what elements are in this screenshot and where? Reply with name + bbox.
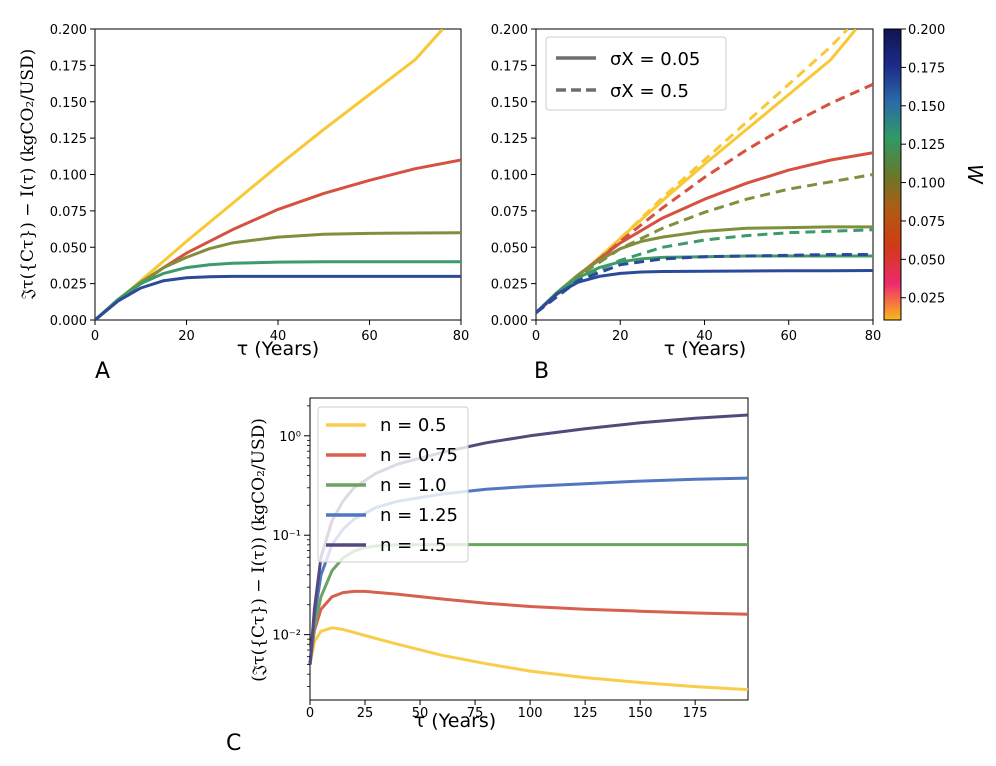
legend-label-n-1-5: n = 1.5: [380, 535, 447, 556]
panel-a-x-tick-label-0: 0: [91, 329, 99, 344]
panel-c-letter: C: [226, 731, 241, 756]
colorbar-tick-label-2: 0.075: [908, 215, 945, 230]
panel-c-x-tick-label-2: 50: [412, 706, 429, 721]
panel-c-series-n-0-5: [308, 626, 749, 692]
panel-b-y-tick-label-3: 0.075: [491, 205, 528, 220]
colorbar-tick-label-7: 0.200: [908, 23, 945, 38]
panel-b-x-tick-label-4: 80: [865, 329, 882, 344]
panel-a-x-axis-label: τ (Years): [237, 338, 319, 360]
panel-b-y-tick-label-5: 0.125: [491, 132, 528, 147]
panel-a-series: [95, 29, 461, 320]
panel-b-y-ticks: 0.000 0.025 0.050 0.075 0.100 0.125 0.150 0.175…: [491, 23, 536, 329]
panel-c-x-ticks: 0 25 50 75 100 125 150 175: [306, 700, 708, 721]
panel-c-y-tick-label-2: 10⁰: [279, 430, 301, 445]
panel-c-y-tick-label-0: 10⁻²: [272, 629, 301, 644]
panel-c-y-tick-label-1: 10⁻¹: [272, 529, 301, 544]
panel-a-x-tick-label-4: 80: [453, 329, 470, 344]
colorbar-ticks: 0.025 0.050 0.075 0.100 0.125 0.150 0.175 0.200: [901, 23, 945, 307]
panel-b-x-tick-label-2: 40: [696, 329, 713, 344]
panel-c-x-tick-label-0: 0: [306, 706, 314, 721]
panel-a-y-tick-label-2: 0.050: [50, 241, 87, 256]
colorbar-label: W: [963, 164, 987, 185]
panel-b-series-blue-solid: [536, 269, 873, 314]
colorbar-tick-label-5: 0.150: [908, 100, 945, 115]
panel-a-series-red: [95, 158, 461, 320]
legend-label-sigma-005: σX = 0.05: [610, 49, 700, 70]
panel-a-y-tick-label-0: 0.000: [50, 314, 87, 329]
panel-a-y-tick-label-5: 0.125: [50, 132, 87, 147]
panel-a-letter: A: [95, 359, 110, 384]
panel-a-x-tick-label-2: 40: [270, 329, 287, 344]
panel-c-x-tick-label-4: 100: [518, 706, 543, 721]
panel-a-y-tick-label-3: 0.075: [50, 205, 87, 220]
legend-label-sigma-05: σX = 0.5: [610, 81, 689, 102]
legend-label-n-0-5: n = 0.5: [380, 415, 447, 436]
colorbar: 0.025 0.050 0.075 0.100 0.125 0.150 0.175 0.200…: [883, 23, 987, 321]
panel-a-x-tick-label-3: 60: [361, 329, 378, 344]
panel-a-y-tick-label-4: 0.100: [50, 169, 87, 184]
panel-a-x-tick-label-1: 20: [178, 329, 195, 344]
panel-a-y-tick-label-7: 0.175: [50, 59, 87, 74]
panel-c-x-axis-label: τ (Years): [414, 710, 496, 732]
panel-b-x-tick-label-1: 20: [612, 329, 629, 344]
panel-c-x-tick-label-3: 75: [467, 706, 484, 721]
panel-b-y-tick-label-1: 0.025: [491, 278, 528, 293]
panel-a-x-ticks: 0 20 40 60 80: [91, 320, 469, 344]
colorbar-tick-label-4: 0.125: [908, 138, 945, 153]
panel-b-series-yellow-dashed: [536, 29, 849, 314]
panel-b-y-tick-label-0: 0.000: [491, 314, 528, 329]
panel-b-y-tick-label-4: 0.100: [491, 169, 528, 184]
panel-b-y-tick-label-8: 0.200: [491, 23, 528, 38]
panel-c-legend-box: [317, 406, 469, 563]
panel-c-x-tick-label-6: 150: [628, 706, 653, 721]
colorbar-tick-label-6: 0.175: [908, 61, 945, 76]
panel-c-x-tick-label-5: 125: [573, 706, 598, 721]
colorbar-tick-label-0: 0.025: [908, 292, 945, 307]
panel-c-y-ticks: 10⁻² 10⁻¹ 10⁰: [272, 405, 310, 688]
panel-a-y-ticks: 0.000 0.025 0.050 0.075 0.100 0.125 0.150 0.175…: [50, 23, 95, 329]
panel-a-y-tick-label-6: 0.150: [50, 96, 87, 111]
colorbar-tick-label-3: 0.100: [908, 177, 945, 192]
panel-b-x-tick-label-3: 60: [780, 329, 797, 344]
panel-a-series-yellow: [95, 29, 444, 320]
panel-b-x-ticks: 0 20 40 60 80: [532, 320, 881, 344]
legend-label-n-0-75: n = 0.75: [380, 445, 458, 466]
panel-b-series-green-dashed: [536, 228, 873, 314]
panel-b-x-tick-label-0: 0: [532, 329, 540, 344]
panel-b-series-blue-dashed: [536, 253, 873, 314]
panel-c-x-tick-label-1: 25: [357, 706, 374, 721]
panel-c-x-tick-label-7: 175: [683, 706, 708, 721]
panel-b-y-tick-label-7: 0.175: [491, 59, 528, 74]
panel-c-frame: [309, 397, 749, 701]
panel-b-y-tick-label-6: 0.150: [491, 96, 528, 111]
panel-c-series-n-1-0: [308, 543, 748, 665]
panel-b-series-olive-dashed: [536, 173, 873, 314]
panel-a-y-axis-label: 𝔍τ({Cτ}) − I(τ) (kgCO₂/USD): [18, 49, 38, 301]
panel-a-series-blue: [95, 274, 461, 320]
panel-b-series-green-solid: [536, 254, 873, 314]
panel-c-series-n-0-75: [308, 589, 749, 665]
panel-b-x-axis-label: τ (Years): [664, 338, 746, 360]
panel-a: 0 20 40 60 80 0.000 0.025 0.050 0.075 0.100 0.125…: [18, 23, 469, 384]
panel-c-legend: n = 0.5 n = 0.75 n = 1.0 n = 1.25 n = 1.5: [317, 406, 469, 563]
panel-a-y-tick-label-1: 0.025: [50, 278, 87, 293]
panel-c-y-axis-label: (𝔍τ({Cτ}) − I(τ)) (kgCO₂/USD): [249, 418, 269, 682]
panel-b-series: [536, 29, 873, 314]
legend-label-n-1-0: n = 1.0: [380, 475, 447, 496]
panel-b-legend: σX = 0.05 σX = 0.5: [545, 36, 727, 111]
panel-b: 0 20 40 60 80 0.000 0.025 0.050 0.075 0.100 0.125…: [491, 23, 881, 384]
legend-label-n-1-25: n = 1.25: [380, 505, 458, 526]
panel-a-series-green: [95, 260, 461, 320]
colorbar-gradient: [883, 28, 902, 321]
panel-b-letter: B: [534, 359, 549, 384]
panel-a-y-tick-label-8: 0.200: [50, 23, 87, 38]
colorbar-tick-label-1: 0.050: [908, 253, 945, 268]
panel-b-y-tick-label-2: 0.050: [491, 241, 528, 256]
